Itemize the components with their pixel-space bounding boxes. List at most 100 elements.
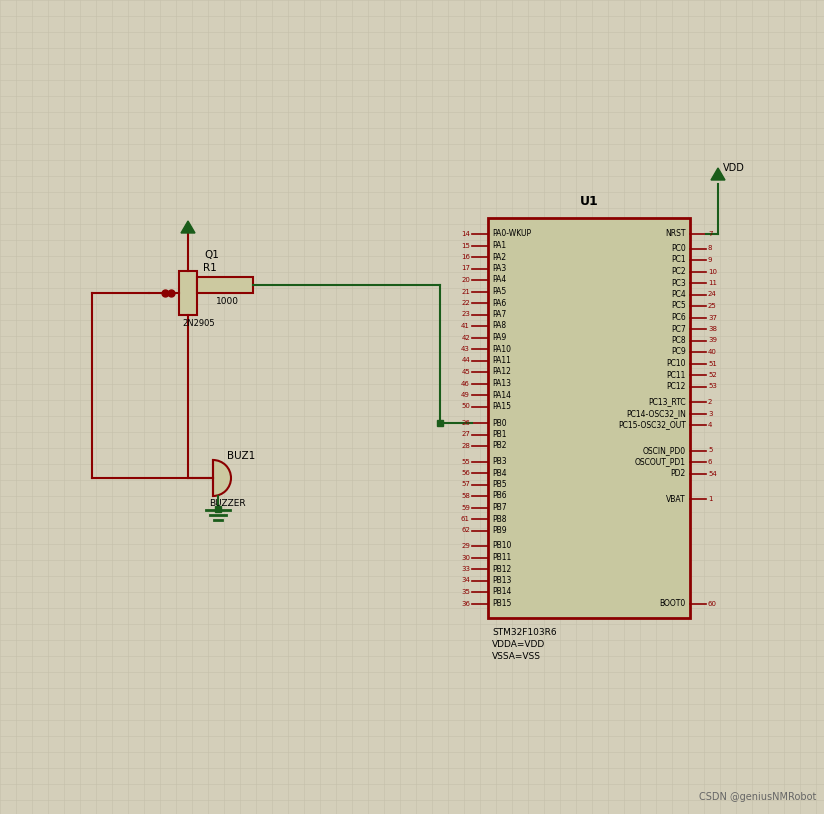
Bar	[488, 218, 690, 618]
Text: 20: 20	[461, 277, 470, 283]
Text: Q1: Q1	[204, 250, 219, 260]
Text: 34: 34	[461, 577, 470, 584]
Text: VDDA=VDD: VDDA=VDD	[492, 640, 545, 649]
Text: BOOT0: BOOT0	[660, 599, 686, 609]
Text: 29: 29	[461, 543, 470, 549]
Text: 7: 7	[708, 231, 713, 237]
Text: 25: 25	[708, 303, 717, 309]
Text: 57: 57	[461, 482, 470, 488]
Text: 21: 21	[461, 288, 470, 295]
Text: PC2: PC2	[672, 267, 686, 276]
Text: 54: 54	[708, 470, 717, 476]
Text: 49: 49	[461, 392, 470, 398]
Text: PA14: PA14	[492, 391, 511, 400]
Text: 43: 43	[461, 346, 470, 352]
Text: NRST: NRST	[666, 230, 686, 239]
Text: BUZZER: BUZZER	[209, 500, 246, 509]
Text: 39: 39	[708, 338, 717, 344]
Text: PA13: PA13	[492, 379, 511, 388]
Text: PC6: PC6	[672, 313, 686, 322]
Text: 53: 53	[708, 383, 717, 390]
Text: 60: 60	[708, 601, 717, 607]
Text: 41: 41	[461, 323, 470, 329]
Text: PB4: PB4	[492, 469, 507, 478]
Text: PC11: PC11	[667, 370, 686, 379]
Text: PA3: PA3	[492, 264, 506, 273]
Text: 55: 55	[461, 458, 470, 465]
Text: 22: 22	[461, 300, 470, 306]
Text: PB8: PB8	[492, 514, 507, 523]
Text: 52: 52	[708, 372, 717, 378]
Text: PA1: PA1	[492, 241, 506, 250]
Text: PB9: PB9	[492, 526, 507, 535]
Text: 11: 11	[708, 280, 717, 286]
Text: STM32F103R6: STM32F103R6	[492, 628, 557, 637]
Text: R1: R1	[204, 263, 217, 273]
Text: 10: 10	[708, 269, 717, 274]
Text: 45: 45	[461, 369, 470, 375]
Text: BUZ1: BUZ1	[227, 451, 255, 461]
Text: CSDN @geniusNMRobot: CSDN @geniusNMRobot	[699, 792, 816, 802]
Text: PC0: PC0	[672, 244, 686, 253]
Text: 36: 36	[461, 601, 470, 606]
Text: 23: 23	[461, 312, 470, 317]
Text: OSCOUT_PD1: OSCOUT_PD1	[635, 457, 686, 466]
Text: PA12: PA12	[492, 367, 511, 377]
Text: 2: 2	[708, 399, 713, 405]
Text: PB5: PB5	[492, 480, 507, 489]
Text: 33: 33	[461, 566, 470, 572]
Text: 24: 24	[708, 291, 717, 297]
Text: PC10: PC10	[667, 359, 686, 368]
Text: 46: 46	[461, 380, 470, 387]
Text: PC9: PC9	[672, 348, 686, 357]
Text: PC15-OSC32_OUT: PC15-OSC32_OUT	[618, 421, 686, 430]
Text: 28: 28	[461, 443, 470, 449]
Text: PA0-WKUP: PA0-WKUP	[492, 230, 531, 239]
Text: PC3: PC3	[672, 278, 686, 287]
Wedge shape	[213, 460, 231, 496]
Text: PA11: PA11	[492, 356, 511, 365]
Text: PA5: PA5	[492, 287, 506, 296]
Text: 50: 50	[461, 404, 470, 409]
Text: 26: 26	[461, 420, 470, 426]
Text: PB6: PB6	[492, 492, 507, 501]
Text: 17: 17	[461, 265, 470, 272]
Text: 6: 6	[708, 459, 713, 465]
Text: PA10: PA10	[492, 344, 511, 353]
Text: PB1: PB1	[492, 430, 507, 439]
Text: 14: 14	[461, 231, 470, 237]
Text: 15: 15	[461, 243, 470, 248]
Text: 51: 51	[708, 361, 717, 366]
Text: PC4: PC4	[672, 290, 686, 299]
Text: PB14: PB14	[492, 588, 512, 597]
Text: PB2: PB2	[492, 441, 507, 450]
Polygon shape	[181, 221, 195, 233]
Text: PB12: PB12	[492, 564, 511, 574]
Text: 37: 37	[708, 314, 717, 321]
Text: 1000: 1000	[216, 297, 238, 306]
Text: 1: 1	[708, 496, 713, 502]
Text: PA15: PA15	[492, 402, 511, 411]
Text: PC5: PC5	[672, 301, 686, 310]
Text: 59: 59	[461, 505, 470, 510]
Text: 8: 8	[708, 246, 713, 252]
Text: 58: 58	[461, 493, 470, 499]
Text: 56: 56	[461, 470, 470, 476]
Text: PA9: PA9	[492, 333, 506, 342]
Bar	[179, 271, 197, 315]
Text: PA2: PA2	[492, 252, 506, 261]
Text: 16: 16	[461, 254, 470, 260]
Text: 61: 61	[461, 516, 470, 522]
Text: PC8: PC8	[672, 336, 686, 345]
Text: PA6: PA6	[492, 299, 506, 308]
Text: PB15: PB15	[492, 599, 512, 608]
Text: OSCIN_PD0: OSCIN_PD0	[643, 446, 686, 455]
Text: PA7: PA7	[492, 310, 506, 319]
Text: PC7: PC7	[672, 325, 686, 334]
Text: 4: 4	[708, 422, 713, 428]
Text: U1: U1	[579, 195, 598, 208]
Text: PB13: PB13	[492, 576, 512, 585]
Text: PC13_RTC: PC13_RTC	[648, 397, 686, 406]
Polygon shape	[711, 168, 725, 180]
Text: 38: 38	[708, 326, 717, 332]
